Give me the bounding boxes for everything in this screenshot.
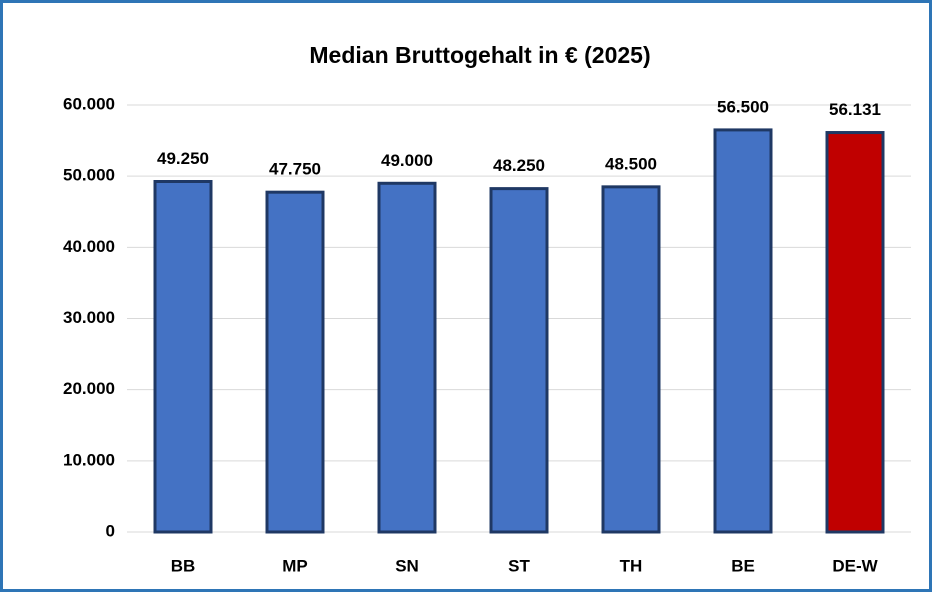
y-tick-label: 0 bbox=[106, 521, 115, 540]
value-label: 56.500 bbox=[717, 97, 769, 116]
bar bbox=[153, 180, 213, 534]
y-tick-label: 30.000 bbox=[63, 308, 115, 327]
value-label: 48.500 bbox=[605, 154, 657, 173]
value-label: 56.131 bbox=[829, 100, 881, 119]
x-tick-label: SN bbox=[395, 556, 419, 575]
bar bbox=[713, 128, 773, 534]
value-label: 49.250 bbox=[157, 149, 209, 168]
bar bbox=[265, 190, 325, 534]
y-tick-label: 40.000 bbox=[63, 237, 115, 256]
y-tick-label: 60.000 bbox=[63, 94, 115, 113]
y-tick-label: 50.000 bbox=[63, 166, 115, 185]
chart-title: Median Bruttogehalt in € (2025) bbox=[309, 42, 650, 68]
y-tick-label: 20.000 bbox=[63, 379, 115, 398]
x-tick-label: ST bbox=[508, 556, 530, 575]
value-label: 47.750 bbox=[269, 160, 321, 179]
y-tick-label: 10.000 bbox=[63, 450, 115, 469]
bar bbox=[489, 187, 549, 534]
x-tick-label: BE bbox=[731, 556, 755, 575]
x-tick-label: MP bbox=[282, 556, 308, 575]
value-label: 49.000 bbox=[381, 151, 433, 170]
x-tick-label: TH bbox=[620, 556, 643, 575]
bar bbox=[825, 131, 885, 534]
bar bbox=[377, 181, 437, 534]
x-tick-label: DE-W bbox=[832, 556, 878, 575]
bar bbox=[601, 185, 661, 534]
x-tick-label: BB bbox=[171, 556, 196, 575]
value-label: 48.250 bbox=[493, 156, 545, 175]
